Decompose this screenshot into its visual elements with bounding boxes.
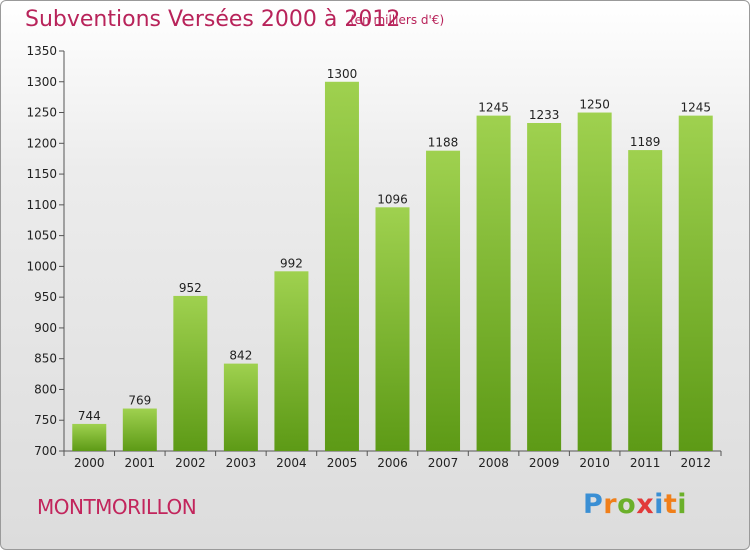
y-tick-label: 750 (34, 413, 57, 427)
bar (375, 207, 410, 451)
y-axis: 700 750 800 850 900 950 1000 1050 1100 1150 1200 12… (26, 44, 65, 458)
bar-value-label: 1245 (680, 101, 711, 115)
bar (122, 408, 157, 451)
logo-letter: i (677, 489, 688, 520)
bars: 744 769 952 842 992 1300 1096 1188 1245 1233 1250 1… (72, 67, 713, 452)
bar (628, 150, 663, 452)
x-tick-label: 2009 (529, 456, 560, 470)
bar-value-label: 1250 (579, 98, 610, 112)
bar-value-label: 952 (179, 281, 202, 295)
y-tick-label: 800 (34, 382, 57, 396)
logo-letter: o (617, 489, 637, 520)
x-tick-label: 2005 (327, 456, 358, 470)
bar-value-label: 992 (280, 256, 303, 270)
bar (173, 295, 208, 451)
bar-value-label: 1189 (630, 135, 661, 149)
logo-letter: i (654, 489, 664, 520)
bar-value-label: 744 (78, 409, 101, 423)
bar-value-label: 1233 (529, 108, 560, 122)
x-tick-label: 2003 (226, 456, 257, 470)
bar (72, 423, 107, 451)
chart-subtitle: (en milliers d'€) (350, 13, 445, 27)
bar (274, 271, 309, 451)
y-tick-label: 1000 (26, 259, 57, 273)
x-tick-label: 2002 (175, 456, 206, 470)
y-tick-label: 1200 (26, 136, 57, 150)
y-tick-label: 1300 (26, 75, 57, 89)
bar-value-label: 1188 (428, 136, 459, 150)
x-tick-label: 2006 (377, 456, 408, 470)
bar-value-label: 1245 (478, 101, 509, 115)
bar (426, 150, 461, 451)
y-tick-label: 1150 (26, 167, 57, 181)
x-tick-label: 2008 (478, 456, 509, 470)
y-tick-label: 900 (34, 321, 57, 335)
y-tick-label: 950 (34, 290, 57, 304)
x-tick-label: 2012 (680, 456, 711, 470)
bar (223, 363, 258, 451)
x-tick-label: 2004 (276, 456, 307, 470)
x-tick-label: 2000 (74, 456, 105, 470)
logo-letter: P (583, 489, 604, 520)
bar (476, 115, 511, 451)
logo-letter: x (636, 489, 655, 520)
bar (527, 123, 562, 451)
bar (678, 115, 713, 451)
x-tick-label: 2010 (579, 456, 610, 470)
y-tick-label: 1350 (26, 44, 57, 58)
y-tick-label: 700 (34, 444, 57, 458)
x-tick-label: 2001 (125, 456, 156, 470)
chart-title: Subventions Versées 2000 à 2012 (25, 7, 401, 32)
bar-value-label: 769 (128, 394, 151, 408)
logo-letter: t (663, 489, 678, 520)
x-axis: 2000 2001 2002 2003 2004 2005 2006 2007 2008 2009… (63, 450, 722, 470)
proxiti-logo: Proxiti (583, 489, 687, 520)
bar-value-label: 1096 (377, 192, 408, 206)
x-tick-label: 2007 (428, 456, 459, 470)
bar (324, 81, 359, 452)
bar-value-label: 1300 (327, 67, 358, 81)
bar-value-label: 842 (229, 349, 252, 363)
y-tick-label: 1100 (26, 198, 57, 212)
y-tick-label: 1050 (26, 229, 57, 243)
x-tick-label: 2011 (630, 456, 661, 470)
city-name: MONTMORILLON (37, 495, 197, 519)
bar (577, 112, 612, 452)
y-tick-label: 850 (34, 352, 57, 366)
y-tick-label: 1250 (26, 106, 57, 120)
logo-letter: r (603, 489, 618, 520)
